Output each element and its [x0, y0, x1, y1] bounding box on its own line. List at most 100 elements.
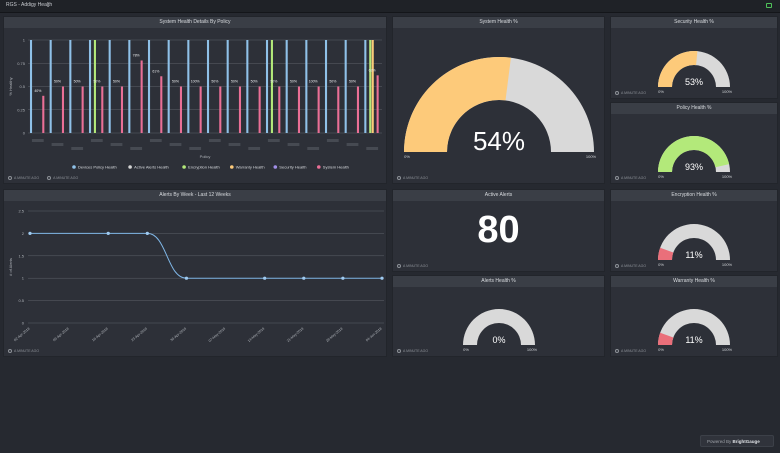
bar-data-label: 50%: [251, 80, 258, 84]
legend-entry: Devices Policy Health: [78, 165, 117, 170]
warranty-health-panel: Warranty Health % 11% 0% 100% A MINUTE AGO: [610, 275, 778, 357]
encryption-health-gauge: 11% 0% 100%: [658, 224, 733, 267]
security-health-gauge: 53% 0% 100%: [658, 51, 733, 94]
clock-icon: [615, 91, 619, 95]
legend-entry: Warranty Health: [236, 165, 265, 170]
dashboard-title[interactable]: RGS - Addigy Health: [6, 2, 53, 8]
data-point: [28, 231, 32, 235]
obscured-category-label: [248, 147, 261, 150]
legend-entry: Active Alerts Health: [134, 165, 169, 170]
data-point: [341, 276, 345, 280]
bar: [226, 40, 229, 133]
bar: [160, 76, 163, 133]
gauge-fill: [658, 51, 698, 87]
bar: [120, 86, 124, 133]
gauge-value: 11%: [685, 250, 702, 260]
gauge-min-label: 0%: [658, 262, 664, 267]
gauge-min-label: 0%: [658, 89, 664, 94]
bar: [179, 86, 183, 133]
bar: [305, 40, 308, 133]
panel-title: Alerts Health %: [393, 276, 604, 287]
gauge-max-label: 100%: [722, 262, 733, 267]
obscured-category-label: [149, 139, 162, 142]
bar: [29, 40, 33, 133]
data-point: [106, 231, 110, 235]
bar-data-label: 50%: [290, 80, 297, 84]
gauge-fill: [658, 332, 674, 345]
gauge-min-label: 0%: [404, 154, 410, 159]
obscured-category-label: [110, 143, 123, 146]
bar-data-label: 50%: [172, 80, 179, 84]
clock-icon: [397, 176, 401, 180]
active-alerts-panel: Active Alerts 80 A MINUTE AGO: [392, 189, 605, 272]
bar: [61, 86, 65, 133]
panel-title: Encryption Health %: [611, 190, 777, 201]
gauge-fill: [658, 135, 730, 172]
y-tick-label: 0.5: [18, 298, 24, 303]
x-tick-label: 28-May-2018: [325, 327, 343, 343]
obscured-category-label: [287, 143, 300, 146]
panel-title: System Health %: [393, 17, 604, 28]
bar: [199, 86, 202, 133]
panel-title: Security Health %: [611, 17, 777, 28]
gauge-max-label: 100%: [586, 154, 597, 159]
obscured-category-label: [307, 147, 320, 150]
obscured-category-label: [208, 139, 221, 142]
panel-footer: A MINUTE AGO: [397, 264, 428, 268]
legend-entry: System Health: [323, 165, 349, 170]
bar: [238, 86, 242, 133]
obscured-category-label: [366, 147, 379, 150]
alerts-health-gauge: 0% 0% 100%: [463, 309, 538, 352]
panel-footer: A MINUTE AGO: [615, 176, 646, 180]
obscured-category-label: [169, 143, 182, 146]
bar: [219, 86, 222, 133]
bar-data-label: 50%: [113, 80, 120, 84]
gauge-min-label: 0%: [463, 347, 469, 352]
system-health-panel: System Health % 54% 0% 100% A MINUTE AGO: [392, 16, 605, 184]
brightgauge-brand[interactable]: Powered By BrightGauge: [700, 435, 774, 447]
bar: [369, 40, 372, 133]
legend-swatch: [317, 165, 321, 169]
system-health-gauge: 54% 0% 100%: [404, 56, 597, 159]
y-tick-label: 0.25: [17, 107, 26, 112]
clock-icon: [397, 349, 401, 353]
bar: [81, 86, 84, 133]
legend-swatch: [273, 165, 278, 169]
gauge-max-label: 100%: [722, 89, 733, 94]
chevron-down-icon[interactable]: ⌄: [46, 3, 51, 9]
status-icon: [766, 3, 772, 8]
x-tick-label: 04-Jun-2018: [365, 327, 383, 343]
bar: [258, 86, 261, 133]
obscured-category-label: [71, 147, 84, 150]
obscured-category-label: [228, 143, 241, 146]
bar: [270, 40, 273, 133]
y-tick-label: 2: [22, 231, 25, 236]
x-tick-label: 02-Apr-2018: [13, 327, 31, 343]
bar-data-label: 50%: [270, 80, 277, 84]
bar: [317, 86, 320, 133]
data-point: [302, 276, 306, 280]
bar: [42, 95, 45, 133]
bar-data-label: 50%: [349, 80, 356, 84]
bar: [297, 86, 301, 133]
obscured-category-label: [267, 139, 280, 142]
policy-health-gauge-panel: Policy Health % 93% 0% 100% A MINUTE AGO: [610, 102, 778, 184]
y-tick-label: 1: [22, 276, 25, 281]
bar: [344, 40, 347, 133]
clock-icon: [8, 176, 12, 180]
panel-footer: A MINUTE AGO: [397, 349, 428, 353]
x-tick-label: 23-Apr-2018: [130, 327, 148, 343]
clock-icon: [397, 264, 401, 268]
obscured-category-label: [326, 139, 339, 142]
x-axis-label: Policy: [200, 154, 211, 159]
alerts-line-chart: 0 0.5 1 1.5 2 2.5 # of Alerts 02-Apr-2018 09-Apr…: [8, 209, 384, 343]
gauge-track: [658, 224, 730, 260]
top-bar: RGS - Addigy Health ⌄: [0, 0, 780, 13]
x-tick-label: 21-May-2018: [286, 327, 304, 343]
panel-footer: A MINUTE AGO: [615, 264, 646, 268]
bar: [69, 40, 72, 133]
obscured-category-label: [90, 139, 103, 142]
obscured-category-label: [189, 147, 202, 150]
bar: [364, 40, 367, 133]
bar: [324, 40, 328, 133]
